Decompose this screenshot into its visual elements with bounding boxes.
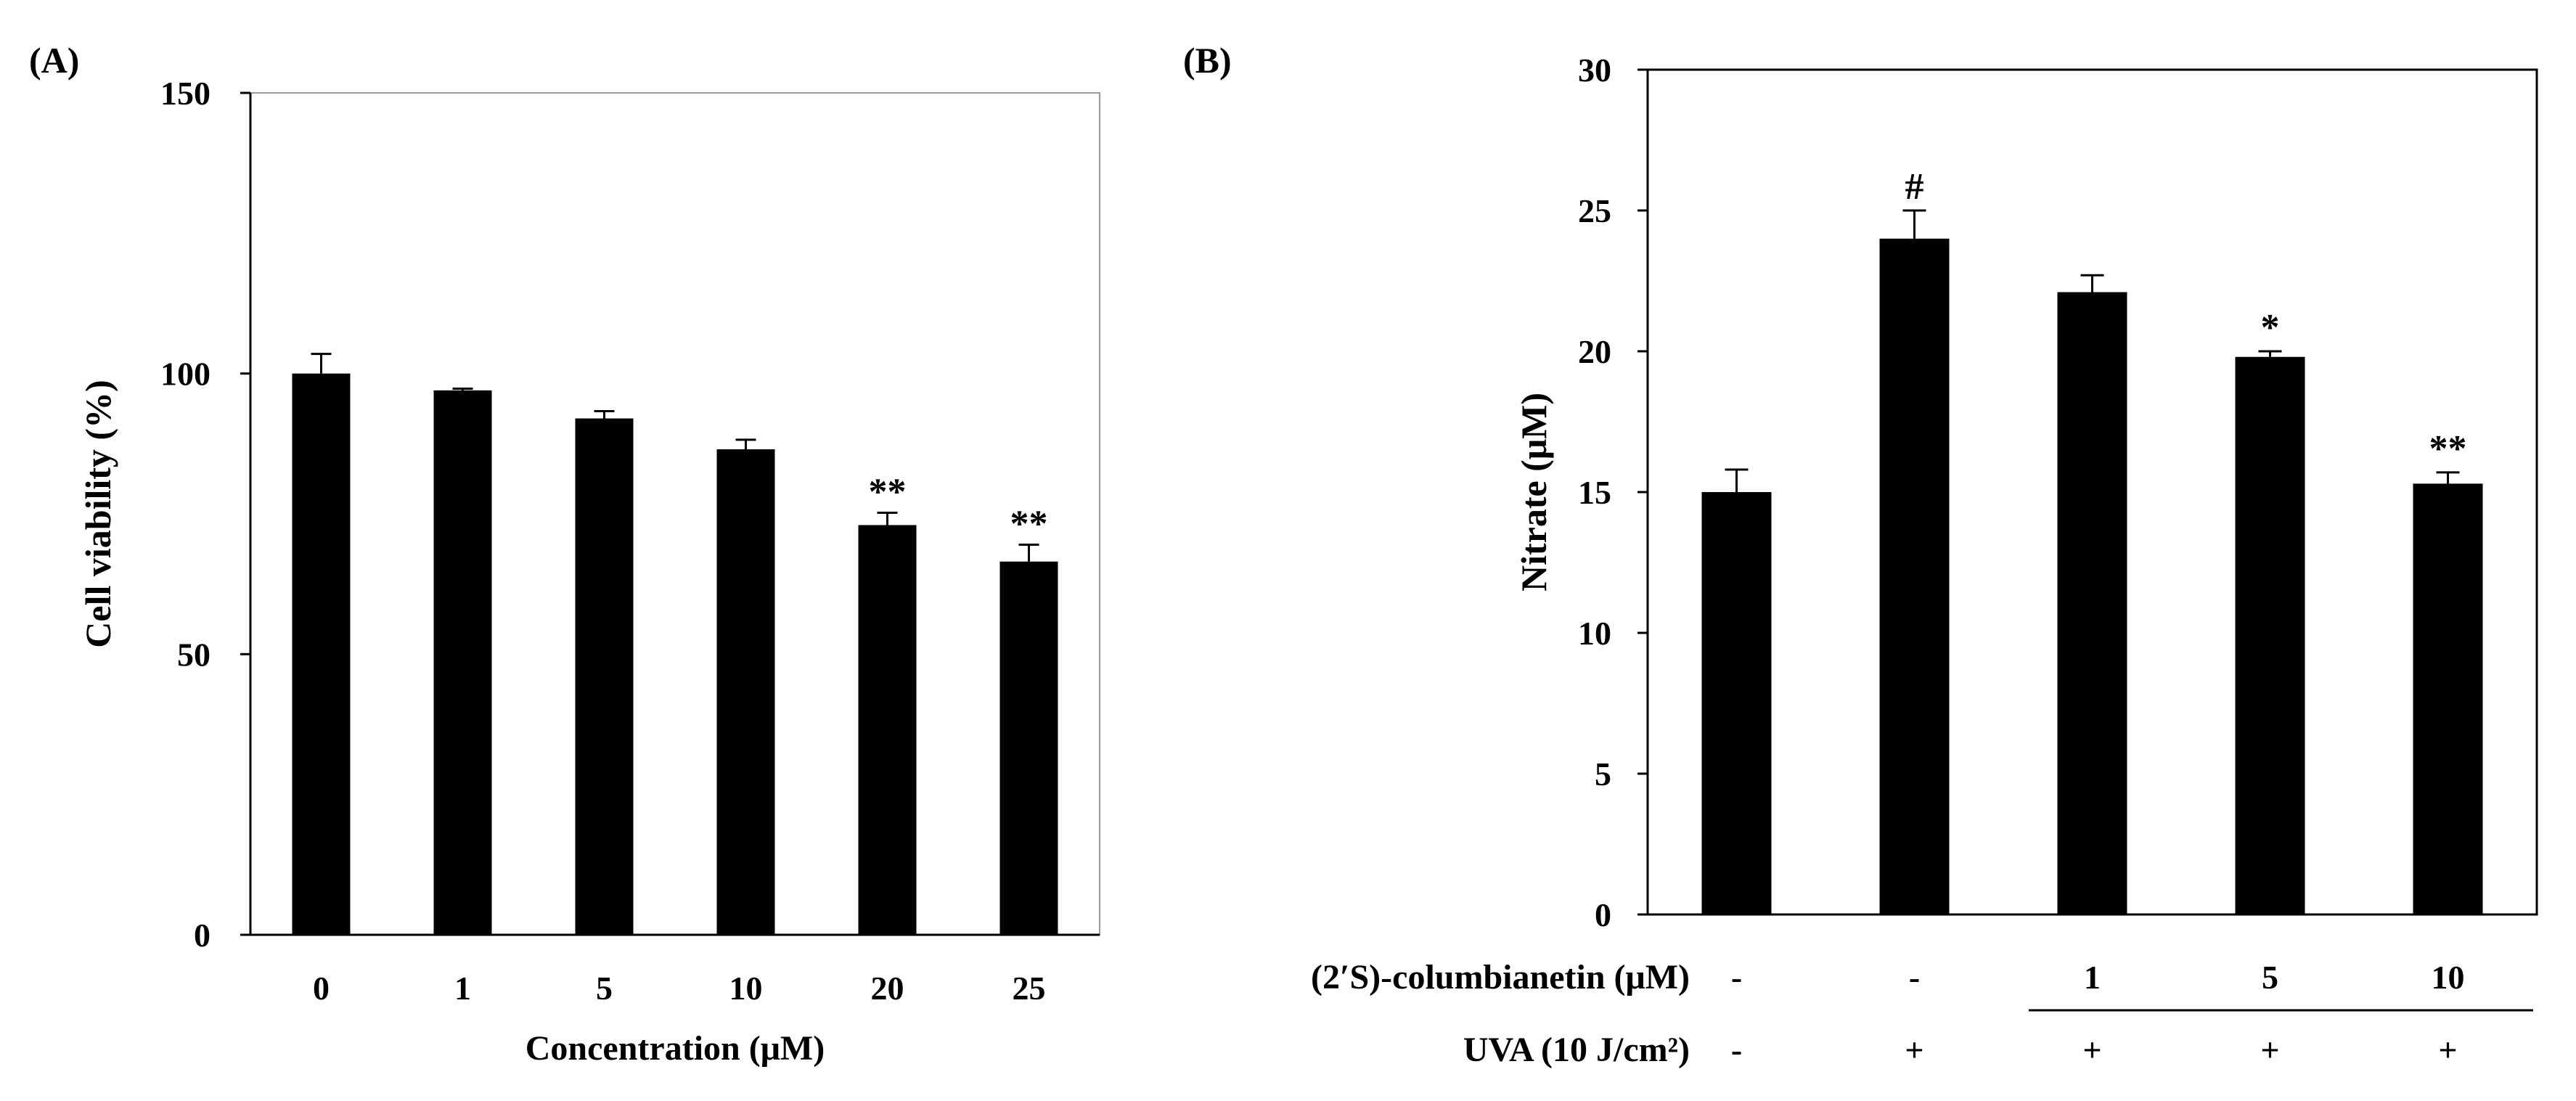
panel-b-label: (B) — [1183, 40, 1232, 81]
a-x-tick-label: 0 — [313, 970, 330, 1007]
b-y-tick-label: 5 — [1595, 756, 1611, 793]
a-bar — [292, 373, 351, 935]
a-significance-marker: ** — [869, 471, 907, 512]
b-y-axis-title: Nitrate (μM) — [1513, 393, 1554, 592]
a-significance-marker: ** — [1010, 504, 1048, 545]
b-significance-marker: # — [1905, 166, 1924, 208]
panel-a-chart: 0 50 100 150 0 1 5 10 ** 20 ** 25 Concentration (μM)… — [78, 75, 1100, 1068]
a-x-tick-label: 25 — [1013, 970, 1046, 1007]
b-y-tick-label: 25 — [1578, 192, 1611, 229]
a-y-tick-label: 0 — [194, 917, 210, 954]
b-bar — [2413, 483, 2483, 914]
b-bar — [1879, 238, 1950, 914]
a-bar — [716, 449, 775, 935]
b-y-tick-label: 10 — [1578, 615, 1611, 652]
a-bar — [433, 390, 492, 935]
b-bar — [1701, 492, 1772, 914]
b-treatment-row-label: UVA (10 J/cm²) — [1463, 1031, 1690, 1069]
b-treatment-value: - — [1731, 1031, 1742, 1068]
b-y-tick-label: 0 — [1595, 896, 1611, 933]
b-treatment-value: - — [1731, 959, 1742, 996]
b-treatment-value: + — [2260, 1031, 2279, 1068]
b-y-tick-label: 15 — [1578, 474, 1611, 511]
b-significance-marker: ** — [2429, 428, 2467, 470]
b-treatment-value: + — [1905, 1031, 1923, 1068]
b-bar — [2235, 356, 2305, 914]
b-treatment-value: + — [2082, 1031, 2101, 1068]
a-y-tick-label: 50 — [177, 636, 210, 673]
a-plot-frame — [250, 92, 1100, 936]
a-x-axis-title: Concentration (μM) — [526, 1029, 825, 1068]
a-x-tick-label: 1 — [454, 970, 471, 1007]
b-significance-marker: * — [2261, 307, 2280, 348]
a-x-tick-label: 20 — [871, 970, 904, 1007]
b-y-tick-label: 30 — [1578, 52, 1611, 89]
a-bar — [999, 561, 1058, 935]
b-bar — [2057, 292, 2127, 914]
b-treatment-value: 5 — [2262, 959, 2278, 996]
b-y-tick-label: 20 — [1578, 333, 1611, 370]
a-bar — [858, 525, 917, 935]
a-y-axis-title: Cell viability (%) — [78, 380, 118, 647]
b-treatment-row-label: (2′S)-columbianetin (μM) — [1311, 958, 1690, 996]
b-treatment-value: 1 — [2084, 959, 2101, 996]
panel-b-chart: 0 5 10 15 20 25 30 - - # - +1 + * 5 + ** 10 + (2′S)-columbi… — [1311, 52, 2538, 1069]
a-y-tick-label: 100 — [160, 356, 210, 393]
a-bar — [575, 418, 634, 935]
a-x-tick-label: 10 — [729, 970, 763, 1007]
panel-a-label: (A) — [29, 40, 79, 81]
a-y-tick-label: 150 — [160, 75, 210, 112]
b-treatment-value: 10 — [2432, 959, 2465, 996]
b-treatment-value: + — [2438, 1031, 2457, 1068]
a-x-tick-label: 5 — [596, 970, 613, 1007]
b-treatment-value: - — [1909, 959, 1920, 996]
